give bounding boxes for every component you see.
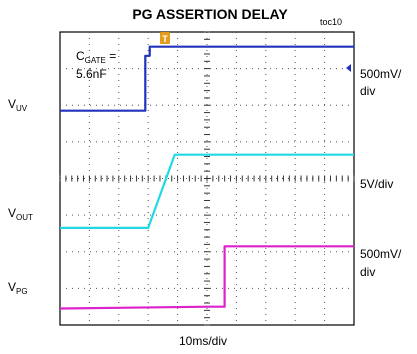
- graticule: [59, 31, 355, 326]
- series-label-vout: VOUT: [8, 206, 33, 222]
- time-scale-label: 10ms/div: [179, 334, 227, 348]
- trace-vuv: [60, 45, 354, 112]
- gate-capacitance-value: 5.6nF: [76, 67, 107, 81]
- trace-vout: [60, 153, 354, 229]
- traces: [59, 45, 354, 310]
- trace-vpg: [59, 245, 354, 310]
- ch3-scale-unit: div: [360, 265, 375, 279]
- svg-text:T: T: [162, 34, 168, 44]
- ch1-scale: 500mV/: [360, 67, 402, 81]
- trigger-marker: T: [160, 32, 170, 44]
- ch1-scale-unit: div: [360, 84, 375, 98]
- ch3-scale: 500mV/: [360, 247, 402, 261]
- figure-id: toc10: [320, 17, 342, 27]
- gate-capacitance-label: CGATE =: [76, 49, 116, 65]
- ch2-scale: 5V/div: [360, 177, 393, 191]
- series-label-vuv: VUV: [8, 97, 28, 113]
- offset-marker-icon: [346, 64, 351, 72]
- series-label-vpg: VPG: [8, 280, 28, 296]
- chart-title: PG ASSERTION DELAY: [132, 6, 288, 22]
